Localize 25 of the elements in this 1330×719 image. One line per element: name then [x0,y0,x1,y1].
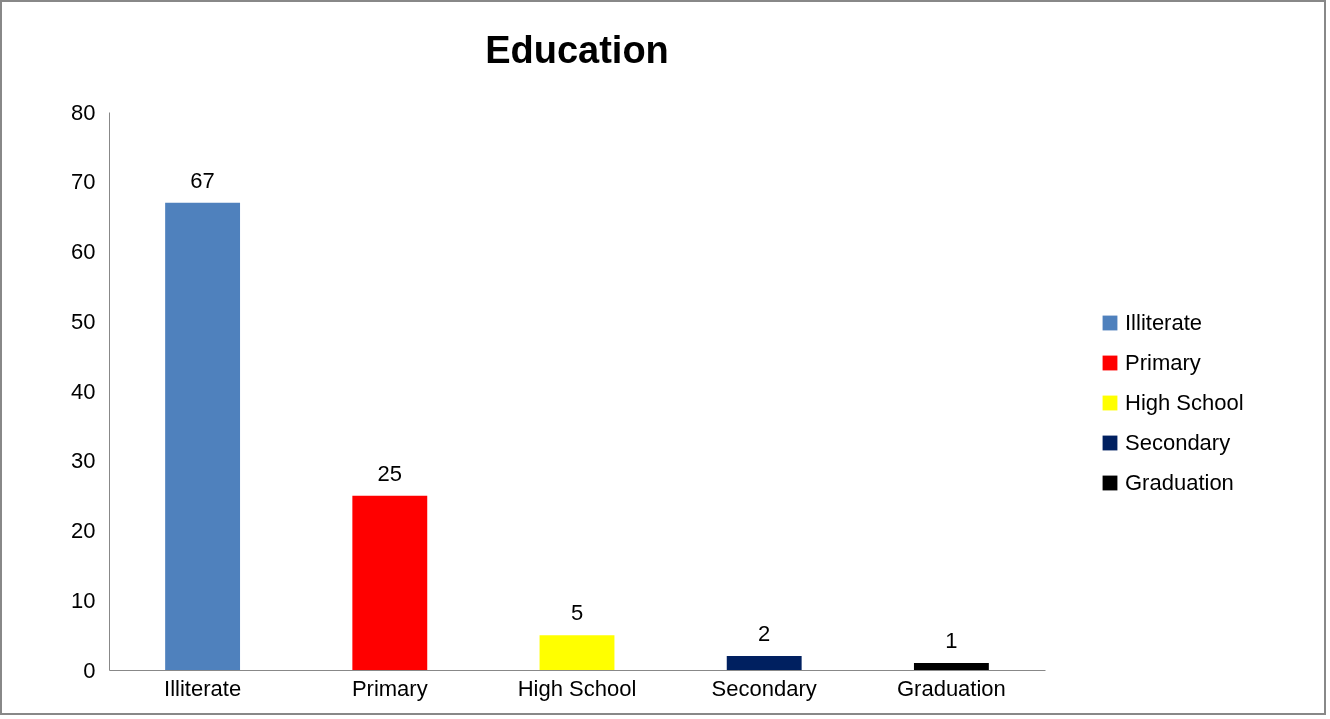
y-tick-label: 50 [71,308,96,334]
data-label: 25 [377,460,403,486]
x-tick-label: Secondary [711,675,817,701]
legend-label: Illiterate [1125,310,1203,335]
data-label: 67 [190,167,215,193]
y-tick-label: 80 [71,99,96,125]
x-tick-label: High School [517,675,637,701]
y-tick-label: 60 [71,239,96,264]
chart-title: Education [485,29,669,71]
x-tick-label: Primary [351,675,428,701]
data-label: 1 [945,628,958,654]
y-tick-label: 70 [71,169,96,195]
data-label: 5 [570,600,584,626]
legend-label: High School [1125,390,1244,415]
y-tick-label: 30 [71,448,96,474]
legend-label: Secondary [1125,430,1231,455]
x-tick-label: Graduation [896,675,1006,701]
legend-label: Primary [1125,350,1201,375]
x-tick-label: Illiterate [164,675,242,701]
y-tick-label: 0 [83,657,96,683]
data-label: 2 [758,621,771,647]
legend-label: Graduation [1125,470,1234,495]
y-tick-label: 20 [71,518,96,543]
y-tick-label: 40 [71,378,96,404]
y-tick-label: 10 [71,587,96,613]
